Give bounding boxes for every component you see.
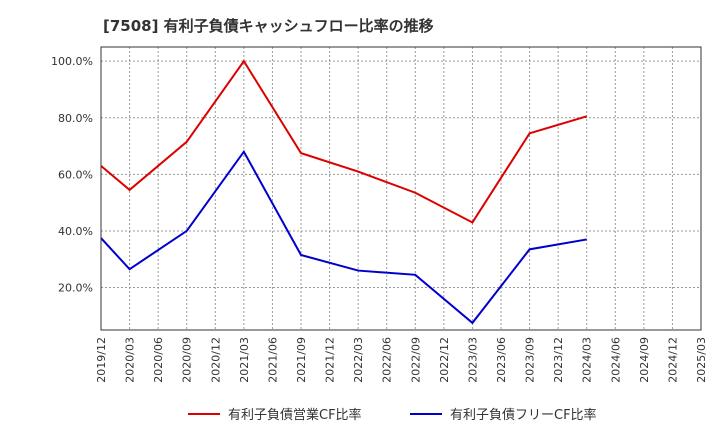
x-tick-label: 2021/09	[295, 337, 308, 383]
y-tick-label: 80.0%	[58, 112, 93, 125]
x-tick-label: 2021/03	[238, 337, 251, 383]
x-tick-label: 2020/03	[124, 337, 137, 383]
chart-title: [7508] 有利子負債キャッシュフロー比率の推移	[103, 17, 434, 35]
x-tick-label: 2020/12	[209, 337, 222, 383]
legend-label-2: 有利子負債フリーCF比率	[450, 407, 597, 423]
x-tick-label: 2024/09	[638, 337, 651, 383]
x-tick-label: 2024/03	[581, 337, 594, 383]
x-tick-label: 2023/06	[495, 337, 508, 383]
y-axis-ticks: 20.0% 40.0% 60.0% 80.0% 100.0%	[51, 55, 93, 294]
x-tick-label: 2023/09	[524, 337, 537, 383]
x-tick-label: 2019/12	[95, 337, 108, 383]
x-axis-ticks: 2019/12 2020/03 2020/06 2020/09 2020/12 2021/…	[95, 337, 708, 383]
x-tick-label: 2022/09	[409, 337, 422, 383]
y-tick-label: 20.0%	[58, 282, 93, 295]
y-tick-label: 40.0%	[58, 225, 93, 238]
series-layer	[100, 59, 587, 325]
legend-label-1: 有利子負債営業CF比率	[228, 407, 362, 423]
x-tick-label: 2023/03	[466, 337, 479, 383]
x-tick-label: 2024/12	[666, 337, 679, 383]
y-tick-label: 60.0%	[58, 168, 93, 181]
x-tick-label: 2024/06	[609, 337, 622, 383]
x-tick-label: 2022/03	[352, 337, 365, 383]
x-tick-label: 2020/09	[181, 337, 194, 383]
x-tick-label: 2025/03	[695, 337, 708, 383]
x-tick-label: 2021/12	[324, 337, 337, 383]
grid	[101, 47, 701, 330]
x-tick-label: 2022/12	[438, 337, 451, 383]
x-tick-label: 2023/12	[552, 337, 565, 383]
x-tick-label: 2021/06	[266, 337, 279, 383]
plot-frame	[100, 46, 702, 331]
x-tick-label: 2020/06	[152, 337, 165, 383]
x-tick-label: 2022/06	[381, 337, 394, 383]
legend: 有利子負債営業CF比率 有利子負債フリーCF比率	[188, 407, 597, 423]
series-line-2	[100, 149, 587, 325]
series-line-1	[100, 59, 587, 224]
y-tick-label: 100.0%	[51, 55, 93, 68]
